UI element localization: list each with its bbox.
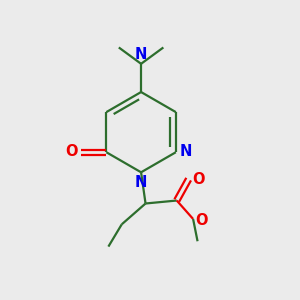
Text: N: N <box>135 175 147 190</box>
Text: O: O <box>65 144 77 159</box>
Text: O: O <box>192 172 205 187</box>
Text: O: O <box>196 213 208 228</box>
Text: N: N <box>180 143 192 158</box>
Text: N: N <box>135 47 147 62</box>
